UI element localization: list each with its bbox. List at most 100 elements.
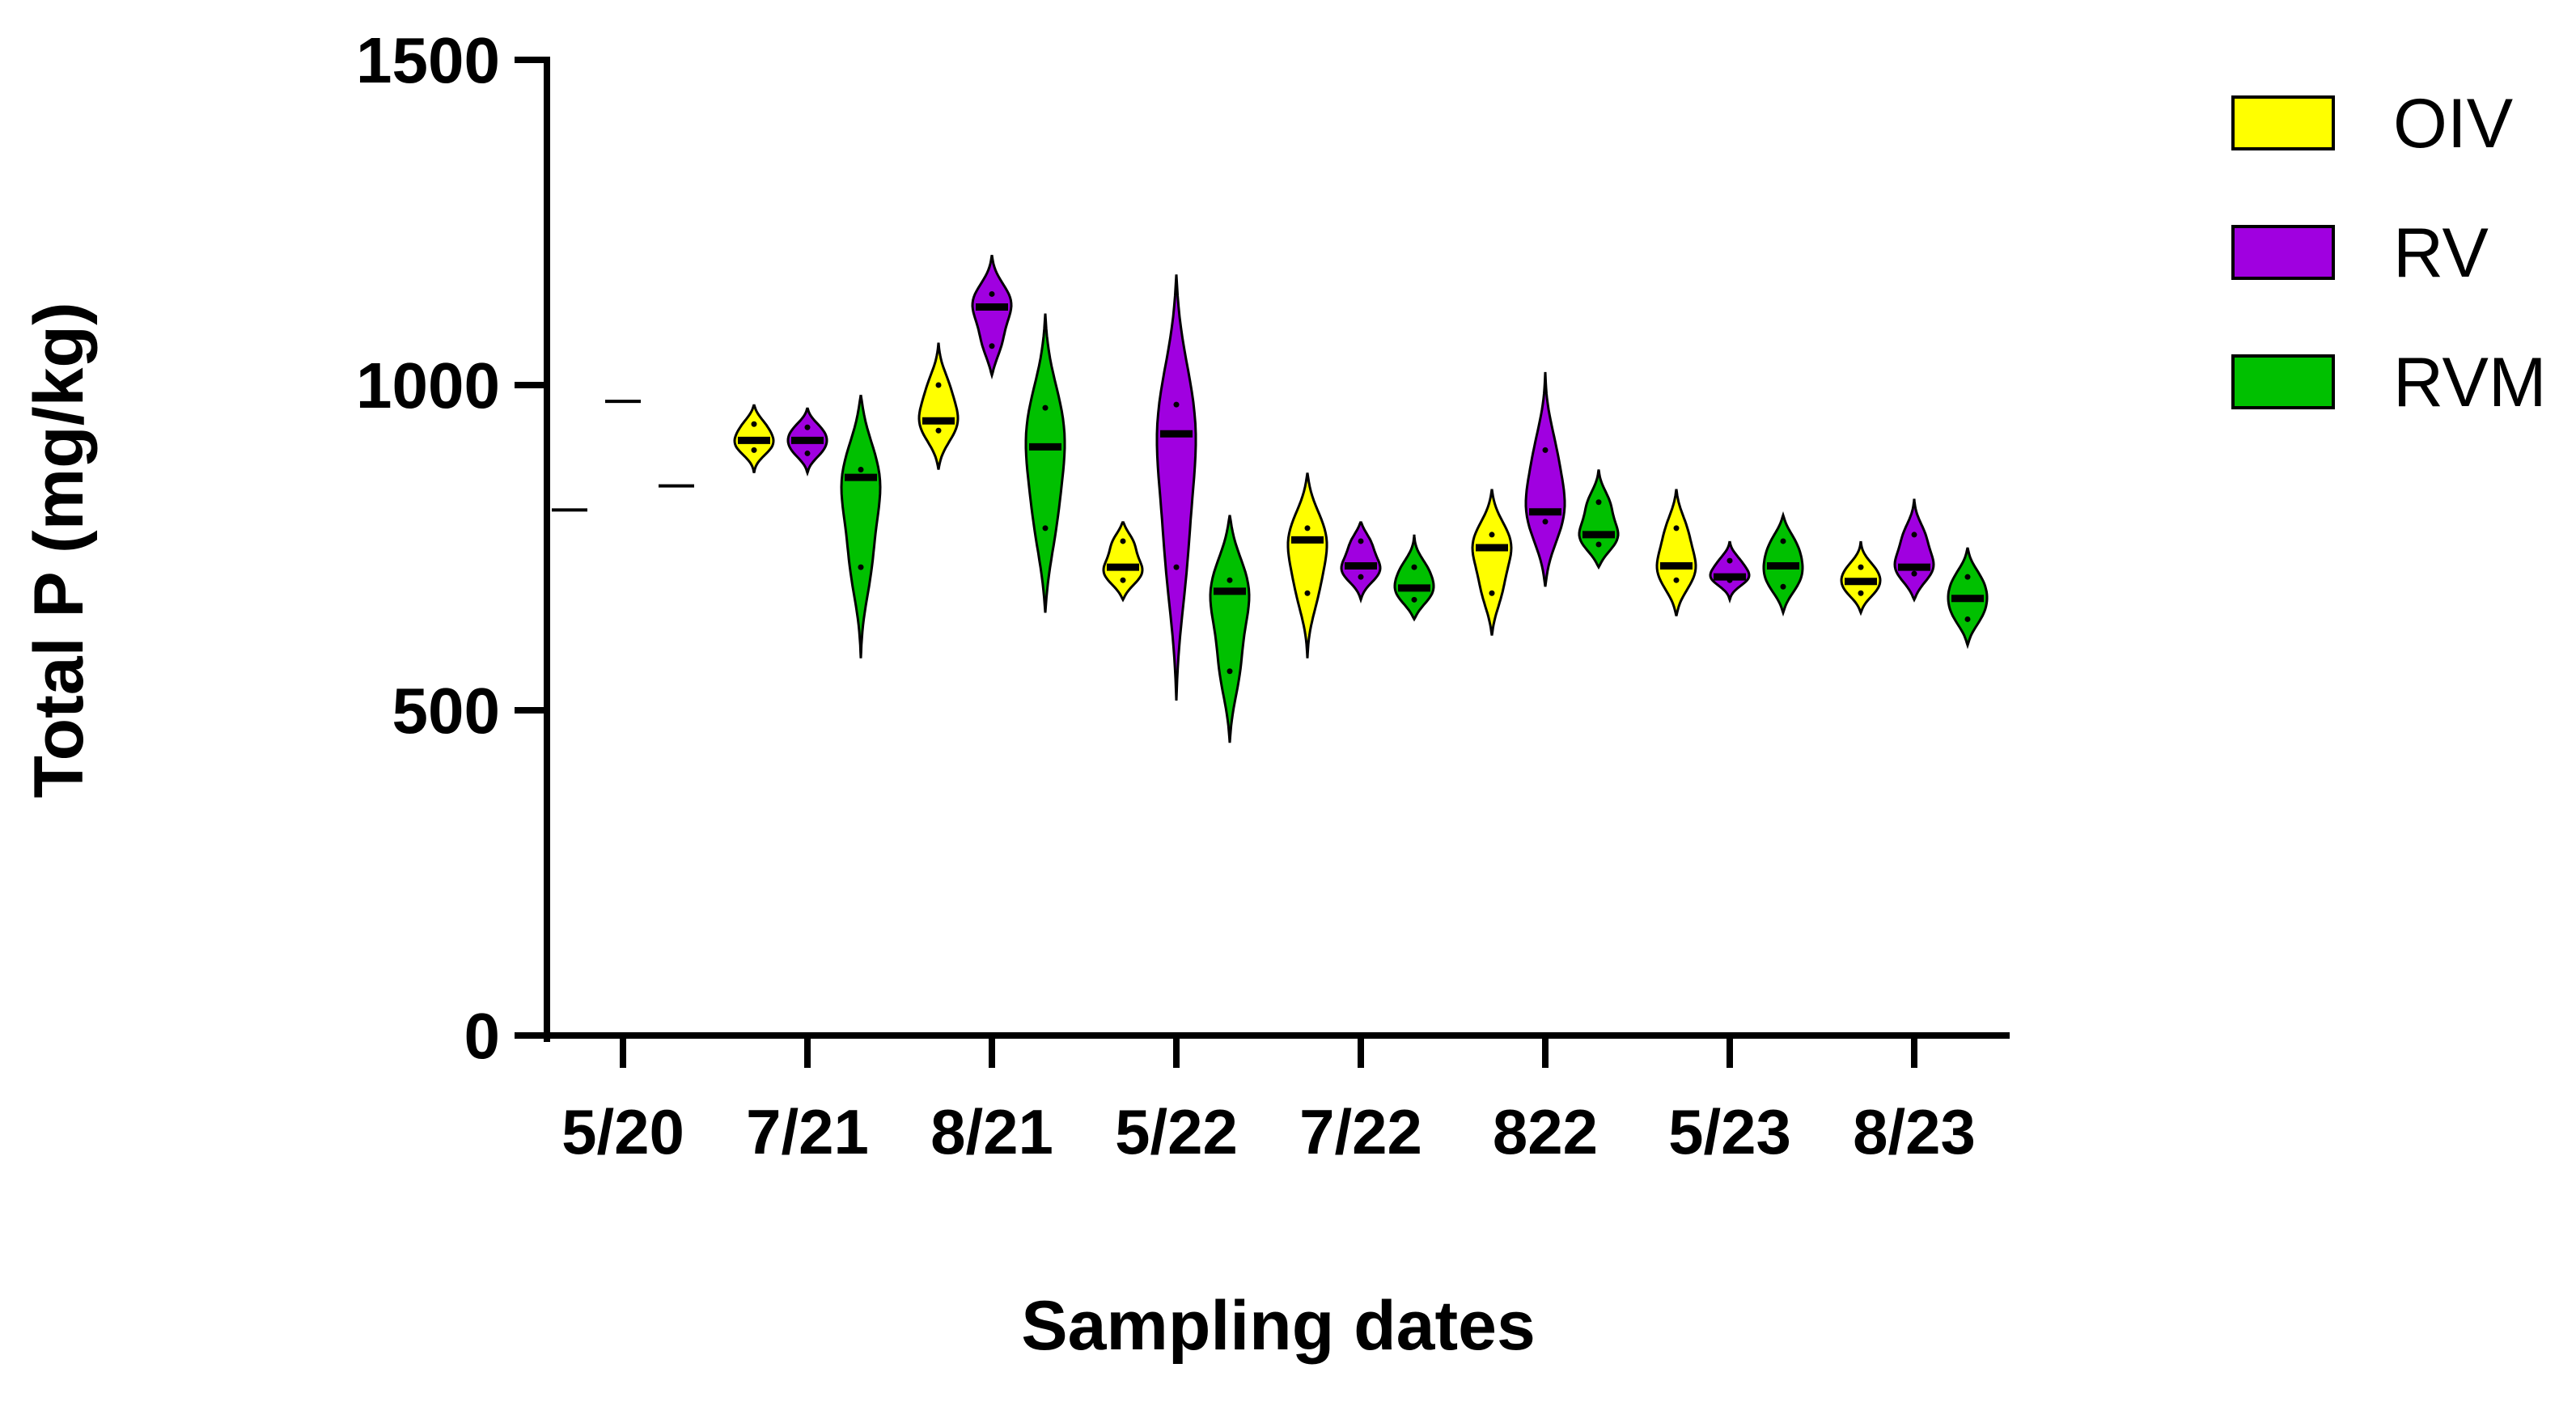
violin-rvm-7 [1947, 547, 1989, 650]
violin-body [1102, 521, 1144, 603]
y-axis-title: Total P (mg/kg) [20, 302, 98, 798]
violin-body [1393, 534, 1435, 622]
data-point [1780, 538, 1786, 544]
violin-rv-2 [971, 254, 1013, 380]
data-point [751, 421, 757, 427]
data-point [1595, 541, 1602, 548]
x-tick-label: 7/21 [746, 1096, 869, 1167]
violin-oiv-5 [1471, 489, 1513, 636]
x-tick-label: 7/22 [1299, 1096, 1422, 1167]
legend-label: RVM [2393, 344, 2547, 421]
x-axis-title: Sampling dates [1021, 1287, 1536, 1365]
data-point [858, 564, 864, 570]
violin-oiv-1 [733, 404, 775, 473]
violin-oiv-6 [1655, 489, 1697, 616]
violin-body [1286, 472, 1328, 659]
legend-label: OIV [2393, 85, 2513, 163]
violin-rv-6 [1709, 540, 1751, 604]
data-point [858, 467, 864, 473]
data-point [1411, 596, 1417, 603]
data-point [1227, 668, 1233, 675]
data-point [1304, 525, 1311, 531]
data-point [1227, 577, 1233, 583]
legend-item-rvm: RVM [2231, 344, 2547, 421]
violin-body [1340, 521, 1382, 604]
violin-rv-1 [786, 407, 828, 477]
x-tick-label: 5/22 [1115, 1096, 1238, 1167]
data-point [1911, 570, 1917, 577]
violin-rv-3 [1155, 274, 1197, 701]
data-point [751, 447, 757, 453]
data-point [1542, 519, 1549, 525]
violin-body [1893, 498, 1935, 603]
violin-body [917, 342, 960, 470]
violin-body [1471, 489, 1513, 636]
y-tick-label: 0 [464, 1000, 501, 1072]
legend-swatch [2231, 354, 2335, 409]
violin-rvm-2 [1024, 313, 1066, 613]
data-point [1411, 564, 1417, 570]
data-point [1727, 577, 1733, 583]
violin-body [1709, 540, 1751, 604]
violin-body [1155, 274, 1197, 701]
data-point [1542, 447, 1549, 453]
violin-rv-5 [1524, 371, 1566, 587]
data-point [1595, 499, 1602, 506]
plot-layer [552, 254, 1989, 743]
data-point [1042, 404, 1049, 411]
violin-body [1524, 371, 1566, 587]
data-point [804, 450, 811, 456]
x-tick-label: 5/23 [1668, 1096, 1791, 1167]
violin-body [1655, 489, 1697, 616]
legend-swatch [2231, 225, 2335, 280]
data-point [1120, 538, 1126, 544]
data-point [1489, 590, 1495, 596]
violin-rvm-1 [840, 394, 882, 659]
data-point [1358, 574, 1364, 580]
data-point [1042, 525, 1049, 531]
legend: OIV RV RVM [2231, 85, 2547, 421]
violin-body [1578, 469, 1620, 570]
y-tick-label: 1000 [356, 349, 500, 421]
data-point [1964, 574, 1971, 580]
data-point [1727, 557, 1733, 564]
x-tick-label: 822 [1493, 1096, 1598, 1167]
violin-oiv-2 [917, 342, 960, 470]
data-point [1673, 577, 1680, 583]
violin-body [1840, 540, 1882, 616]
violin-oiv-3 [1102, 521, 1144, 603]
data-point [1673, 525, 1680, 531]
data-point [1120, 577, 1126, 583]
data-point [1858, 590, 1864, 596]
violin-body [1209, 515, 1251, 743]
data-point [989, 290, 995, 297]
violin-body [840, 394, 882, 659]
x-tick-label: 5/20 [561, 1096, 684, 1167]
data-point [1964, 616, 1971, 622]
violin-rvm-3 [1209, 515, 1251, 743]
violin-rvm-4 [1393, 534, 1435, 622]
violin-rvm-6 [1762, 511, 1804, 617]
x-tick-label: 8/23 [1853, 1096, 1976, 1167]
x-tick-label: 8/21 [930, 1096, 1053, 1167]
violin-rvm-5 [1578, 469, 1620, 570]
data-point [1304, 590, 1311, 596]
violin-oiv-4 [1286, 472, 1328, 659]
legend-label: RV [2393, 214, 2489, 292]
violin-rv-4 [1340, 521, 1382, 604]
data-point [935, 382, 942, 388]
y-tick-label: 500 [392, 675, 500, 747]
data-point [935, 427, 942, 434]
data-point [989, 343, 995, 349]
legend-item-rv: RV [2231, 214, 2489, 292]
data-point [1173, 564, 1180, 570]
data-point [1911, 531, 1917, 538]
legend-swatch [2231, 95, 2335, 150]
data-point [1489, 531, 1495, 538]
data-point [1358, 538, 1364, 544]
data-point [1858, 564, 1864, 570]
y-tick-label: 1500 [356, 24, 500, 96]
violin-oiv-7 [1840, 540, 1882, 616]
